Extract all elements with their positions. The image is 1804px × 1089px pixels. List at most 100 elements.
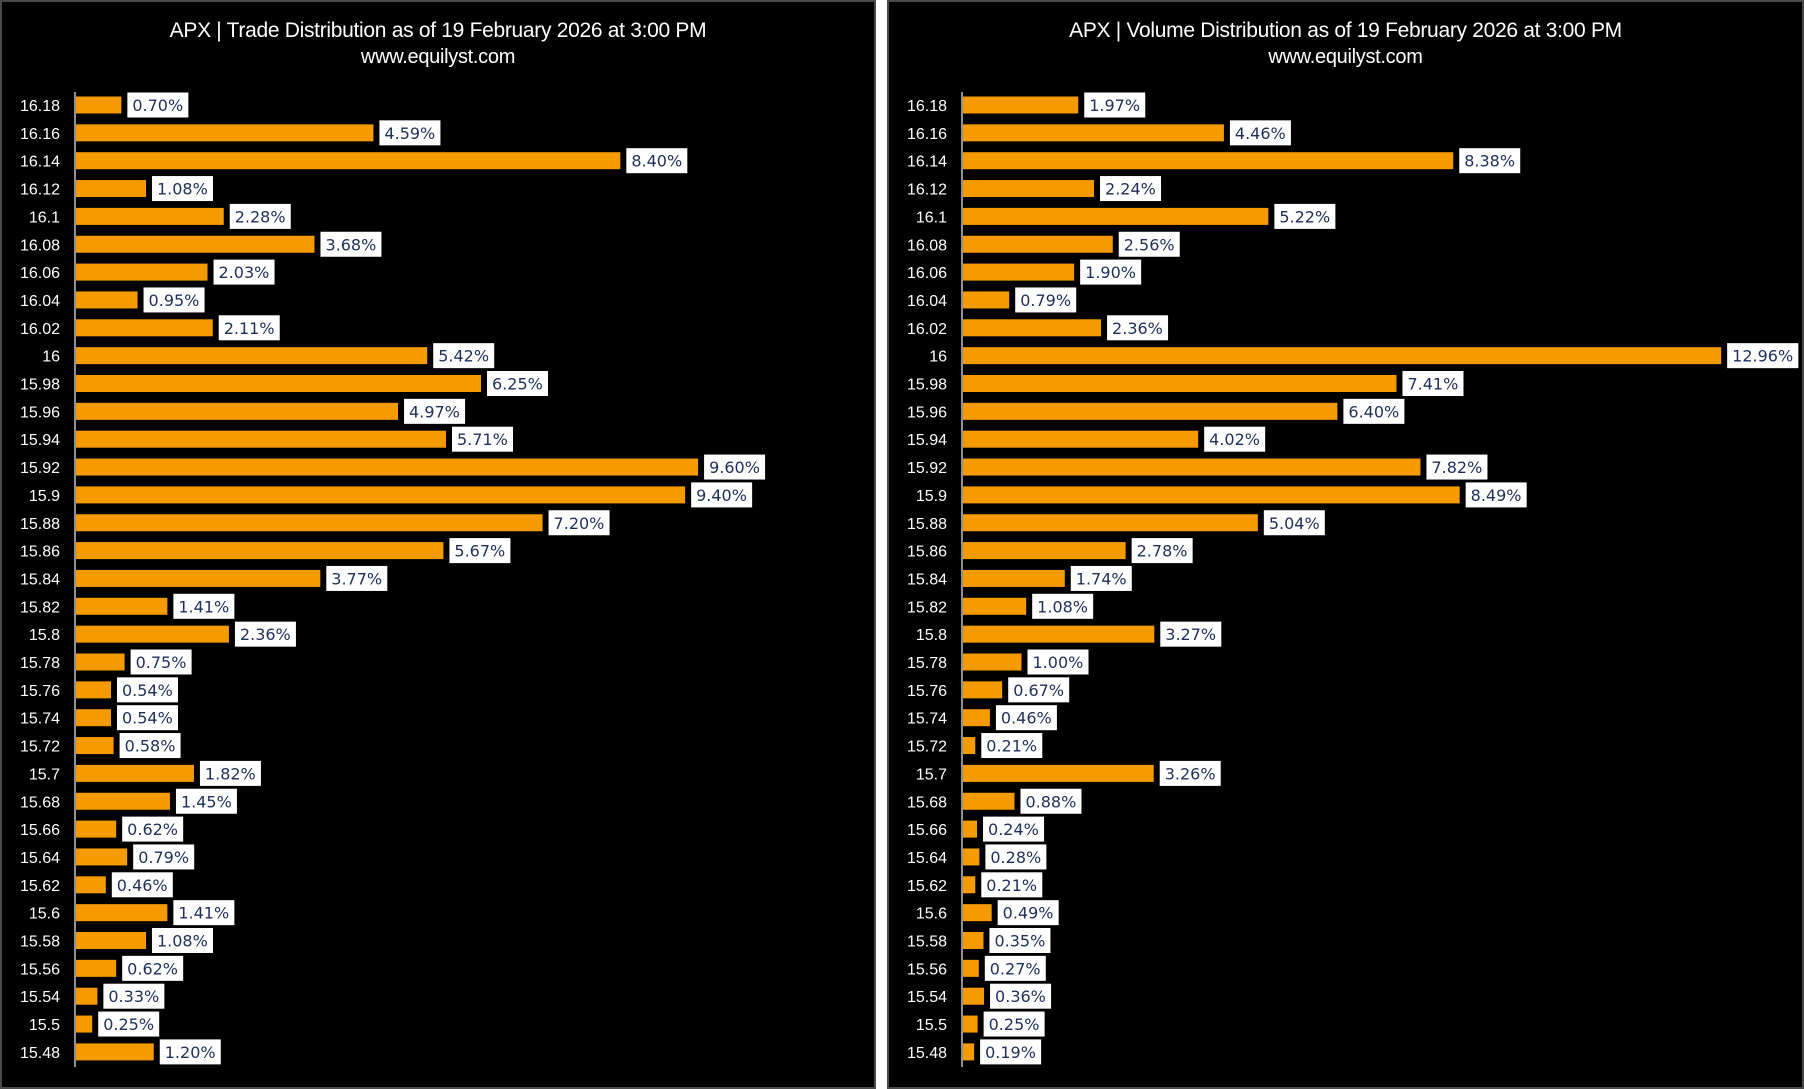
- bar-row: 15.58 0.35%: [907, 928, 1051, 953]
- bar-row: 16.16 4.46%: [907, 120, 1291, 146]
- bar-row: 15.68 0.88%: [907, 788, 1082, 814]
- data-label: 3.77%: [331, 569, 382, 588]
- volume-distribution-chart: 16.18 1.97% 16.16 4.46% 16.14 8.38% 16.12 2.24%…: [907, 92, 1799, 1067]
- data-label-box: [173, 593, 235, 619]
- data-label-box: [1204, 426, 1266, 452]
- bar-row: 15.9 8.49%: [916, 482, 1527, 508]
- bar-row: 16.14 8.38%: [907, 148, 1521, 174]
- bar: [76, 625, 229, 643]
- data-label: 4.02%: [1209, 430, 1260, 449]
- chart-subtitle: www.equilyst.com: [1268, 46, 1423, 68]
- category-tick-label: 15.48: [20, 1045, 60, 1062]
- data-label-box: [704, 454, 766, 480]
- data-label: 8.38%: [1464, 152, 1515, 171]
- data-label-box: [1159, 760, 1221, 786]
- data-label: 0.70%: [132, 96, 183, 115]
- category-tick-label: 15.5: [916, 1017, 947, 1034]
- data-label: 2.36%: [240, 625, 291, 644]
- data-label-box: [1008, 677, 1070, 703]
- bar: [963, 625, 1155, 643]
- data-label-box: [1107, 315, 1169, 341]
- category-tick-label: 15.58: [907, 934, 947, 951]
- bar: [76, 430, 447, 448]
- category-tick-label: 15.62: [20, 878, 60, 895]
- data-label: 7.20%: [554, 514, 605, 533]
- bar: [963, 319, 1102, 337]
- data-label: 0.28%: [990, 848, 1041, 867]
- data-label: 2.11%: [224, 319, 275, 338]
- data-label-box: [1459, 148, 1521, 174]
- data-label: 0.21%: [986, 737, 1037, 756]
- bar: [963, 653, 1022, 671]
- data-label: 8.40%: [631, 152, 682, 171]
- data-label: 0.79%: [1020, 291, 1071, 310]
- bar-row: 15.5 0.25%: [29, 1011, 160, 1037]
- category-tick-label: 15.7: [916, 766, 947, 783]
- bar: [76, 402, 399, 420]
- data-label-box: [487, 371, 548, 396]
- data-label: 1.20%: [165, 1043, 216, 1062]
- data-label: 0.62%: [127, 820, 178, 839]
- bar-row: 15.84 3.77%: [20, 565, 388, 591]
- bar: [963, 764, 1154, 782]
- category-tick-label: 15.6: [916, 906, 947, 923]
- category-tick-label: 15.72: [20, 739, 60, 756]
- data-label-box: [122, 816, 184, 842]
- bar: [76, 932, 146, 949]
- bar-row: 15.5 0.25%: [916, 1011, 1045, 1037]
- category-tick-label: 16.16: [907, 126, 947, 143]
- bar-row: 15.78 0.75%: [20, 649, 192, 675]
- bar-row: 15.92 9.60%: [20, 454, 766, 480]
- data-label: 7.41%: [1407, 375, 1458, 394]
- category-tick-label: 16: [929, 349, 947, 366]
- trade-distribution-chart: 16.18 0.70% 16.16 4.59% 16.14 8.40% 16.12 1.08%…: [20, 92, 766, 1067]
- data-label-box: [1402, 371, 1464, 396]
- bar: [76, 1043, 154, 1061]
- bar-row: 15.72 0.21%: [907, 733, 1043, 759]
- data-label-box: [234, 621, 296, 647]
- data-label: 0.79%: [138, 848, 189, 867]
- data-label: 1.41%: [178, 597, 229, 616]
- category-tick-label: 15.74: [20, 711, 60, 728]
- bar: [76, 235, 315, 253]
- data-label: 0.54%: [122, 681, 173, 700]
- bar-row: 16.16 4.59%: [20, 120, 441, 146]
- bar: [76, 569, 321, 587]
- category-tick-label: 16.1: [29, 209, 60, 226]
- bar: [963, 876, 976, 894]
- category-tick-label: 15.88: [907, 516, 947, 533]
- data-label: 0.21%: [986, 876, 1037, 895]
- bar: [76, 597, 168, 615]
- bar: [963, 430, 1199, 448]
- category-tick-label: 16.1: [916, 209, 947, 226]
- category-tick-label: 16.18: [20, 98, 60, 115]
- data-label: 1.82%: [205, 764, 256, 783]
- bar-row: 16.12 1.08%: [20, 176, 213, 202]
- bar-row: 15.78 1.00%: [907, 649, 1089, 675]
- data-label-box: [452, 426, 514, 452]
- data-label-box: [175, 788, 237, 814]
- data-label: 5.67%: [454, 542, 505, 561]
- category-tick-label: 15.5: [29, 1017, 60, 1034]
- bar-row: 15.72 0.58%: [20, 733, 181, 759]
- bar-row: 16.04 0.95%: [20, 287, 205, 313]
- category-tick-label: 15.54: [20, 989, 60, 1006]
- bar-row: 16.02 2.11%: [20, 315, 280, 341]
- bar-row: 15.66 0.24%: [907, 816, 1045, 842]
- bar-row: 15.74 0.54%: [20, 705, 178, 731]
- bar: [963, 1015, 978, 1033]
- data-label: 7.82%: [1431, 458, 1482, 477]
- data-label: 9.40%: [696, 486, 747, 505]
- bar-row: 15.7 1.82%: [29, 760, 261, 786]
- data-label-box: [1118, 231, 1180, 257]
- data-label-box: [1263, 510, 1325, 536]
- data-label-box: [103, 983, 165, 1009]
- data-label-box: [983, 1011, 1045, 1037]
- data-label: 2.56%: [1124, 235, 1175, 254]
- category-tick-label: 15.9: [29, 488, 60, 505]
- bar-row: 15.88 7.20%: [20, 510, 610, 536]
- bar-row: 15.6 1.41%: [29, 900, 235, 926]
- bar-row: 15.66 0.62%: [20, 816, 184, 842]
- bar-row: 15.84 1.74%: [907, 565, 1132, 591]
- data-label-box: [127, 92, 189, 118]
